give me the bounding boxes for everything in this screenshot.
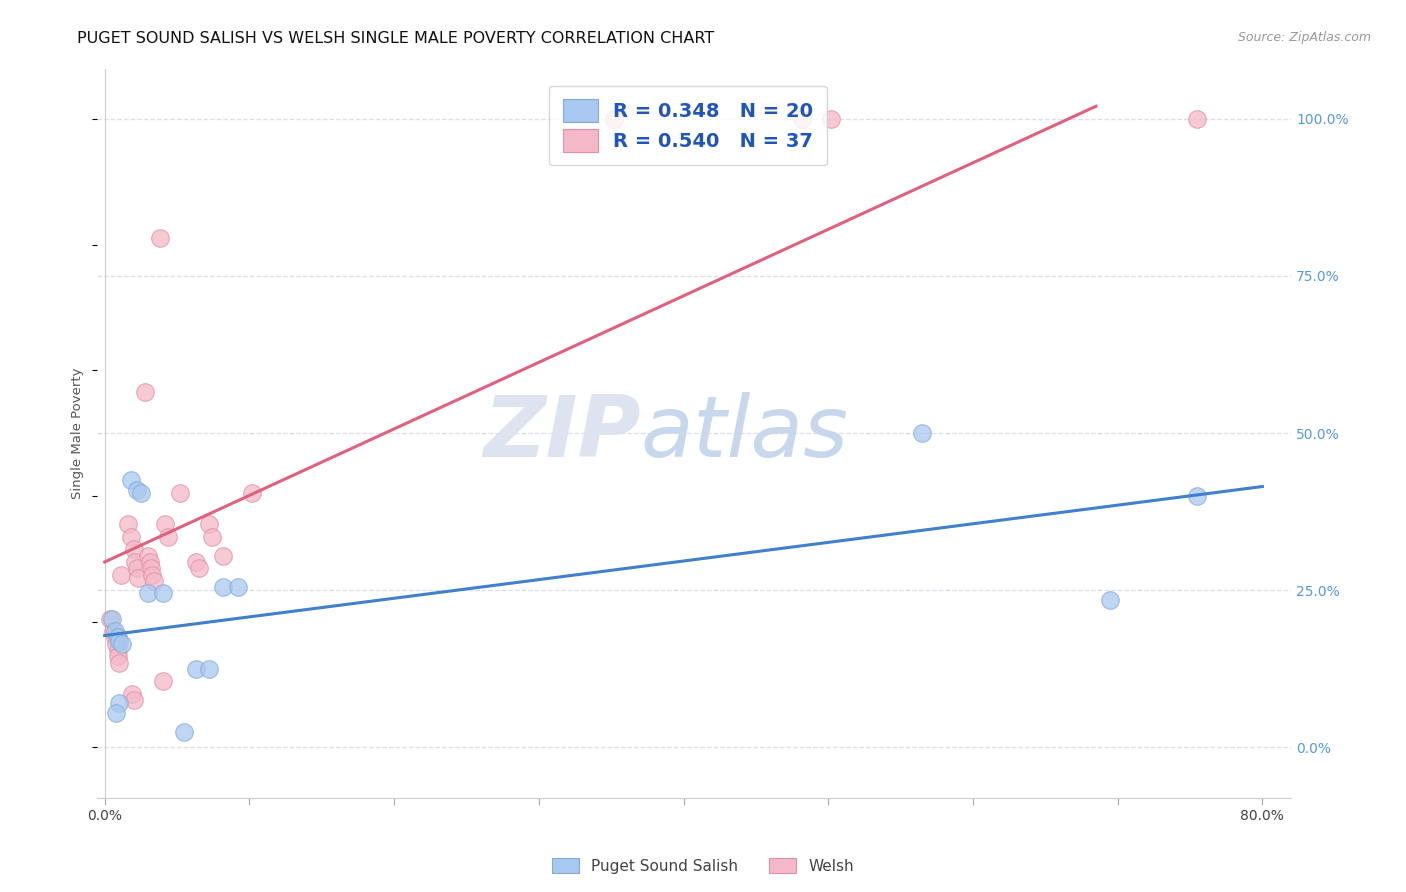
Text: ZIP: ZIP <box>484 392 641 475</box>
Point <box>138 555 160 569</box>
Point <box>108 633 131 648</box>
Point <box>792 112 814 126</box>
Point <box>105 706 128 720</box>
Point <box>603 112 626 126</box>
Point <box>173 724 195 739</box>
Point <box>120 530 142 544</box>
Point <box>120 473 142 487</box>
Point <box>198 517 221 532</box>
Point <box>240 485 263 500</box>
Point <box>184 555 207 569</box>
Point <box>136 549 159 563</box>
Point <box>107 643 129 657</box>
Text: Source: ZipAtlas.com: Source: ZipAtlas.com <box>1237 31 1371 45</box>
Point <box>107 631 129 645</box>
Point <box>110 567 132 582</box>
Point <box>121 687 143 701</box>
Point <box>100 611 122 625</box>
Point <box>127 571 149 585</box>
Legend: R = 0.348   N = 20, R = 0.540   N = 37: R = 0.348 N = 20, R = 0.540 N = 37 <box>548 86 827 165</box>
Point <box>152 586 174 600</box>
Point <box>122 693 145 707</box>
Point <box>169 485 191 500</box>
Point <box>212 549 235 563</box>
Point <box>108 656 131 670</box>
Legend: Puget Sound Salish, Welsh: Puget Sound Salish, Welsh <box>546 852 860 880</box>
Point <box>226 580 249 594</box>
Point <box>105 637 128 651</box>
Point <box>1099 592 1122 607</box>
Point <box>149 231 172 245</box>
Point <box>142 574 165 588</box>
Point <box>155 517 177 532</box>
Point <box>820 112 842 126</box>
Point <box>108 697 131 711</box>
Point <box>1187 489 1209 503</box>
Point <box>157 530 180 544</box>
Point <box>212 580 235 594</box>
Text: atlas: atlas <box>641 392 849 475</box>
Point <box>136 586 159 600</box>
Point <box>1187 112 1209 126</box>
Point <box>139 561 162 575</box>
Text: PUGET SOUND SALISH VS WELSH SINGLE MALE POVERTY CORRELATION CHART: PUGET SOUND SALISH VS WELSH SINGLE MALE … <box>77 31 714 46</box>
Point <box>198 662 221 676</box>
Point <box>124 555 146 569</box>
Point <box>152 674 174 689</box>
Point <box>101 611 124 625</box>
Point <box>104 624 127 639</box>
Point <box>187 561 209 575</box>
Point <box>104 631 127 645</box>
Y-axis label: Single Male Poverty: Single Male Poverty <box>72 368 84 499</box>
Point <box>103 624 125 639</box>
Point <box>125 561 148 575</box>
Point <box>117 517 139 532</box>
Point <box>111 637 134 651</box>
Point <box>141 567 163 582</box>
Point <box>125 483 148 497</box>
Point <box>134 385 156 400</box>
Point <box>184 662 207 676</box>
Point <box>122 542 145 557</box>
Point <box>201 530 224 544</box>
Point <box>911 426 934 441</box>
Point <box>129 485 152 500</box>
Point <box>107 649 129 664</box>
